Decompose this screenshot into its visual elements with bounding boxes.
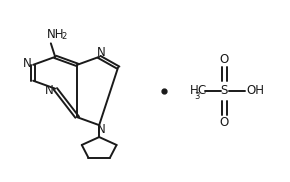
Text: H: H (190, 84, 198, 98)
Text: 2: 2 (61, 32, 67, 41)
Text: O: O (220, 116, 229, 129)
Text: N: N (44, 84, 53, 97)
Text: 3: 3 (195, 92, 200, 101)
Text: N: N (97, 46, 105, 59)
Text: O: O (220, 53, 229, 66)
Text: N: N (22, 56, 31, 70)
Text: C: C (197, 84, 206, 98)
Text: N: N (97, 123, 105, 136)
Text: OH: OH (246, 84, 264, 98)
Text: S: S (221, 84, 228, 98)
Text: NH: NH (47, 28, 64, 41)
